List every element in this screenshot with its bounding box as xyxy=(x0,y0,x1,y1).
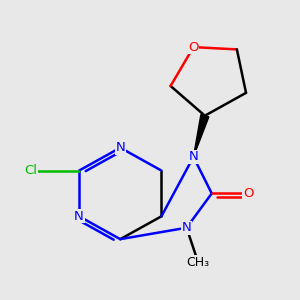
Text: O: O xyxy=(188,40,199,54)
Text: N: N xyxy=(189,150,198,164)
Text: Cl: Cl xyxy=(25,164,38,177)
Text: N: N xyxy=(182,221,191,234)
Text: N: N xyxy=(116,141,125,154)
Text: CH₃: CH₃ xyxy=(187,256,210,268)
Text: N: N xyxy=(74,210,84,223)
Polygon shape xyxy=(194,115,209,157)
Text: O: O xyxy=(243,187,254,200)
